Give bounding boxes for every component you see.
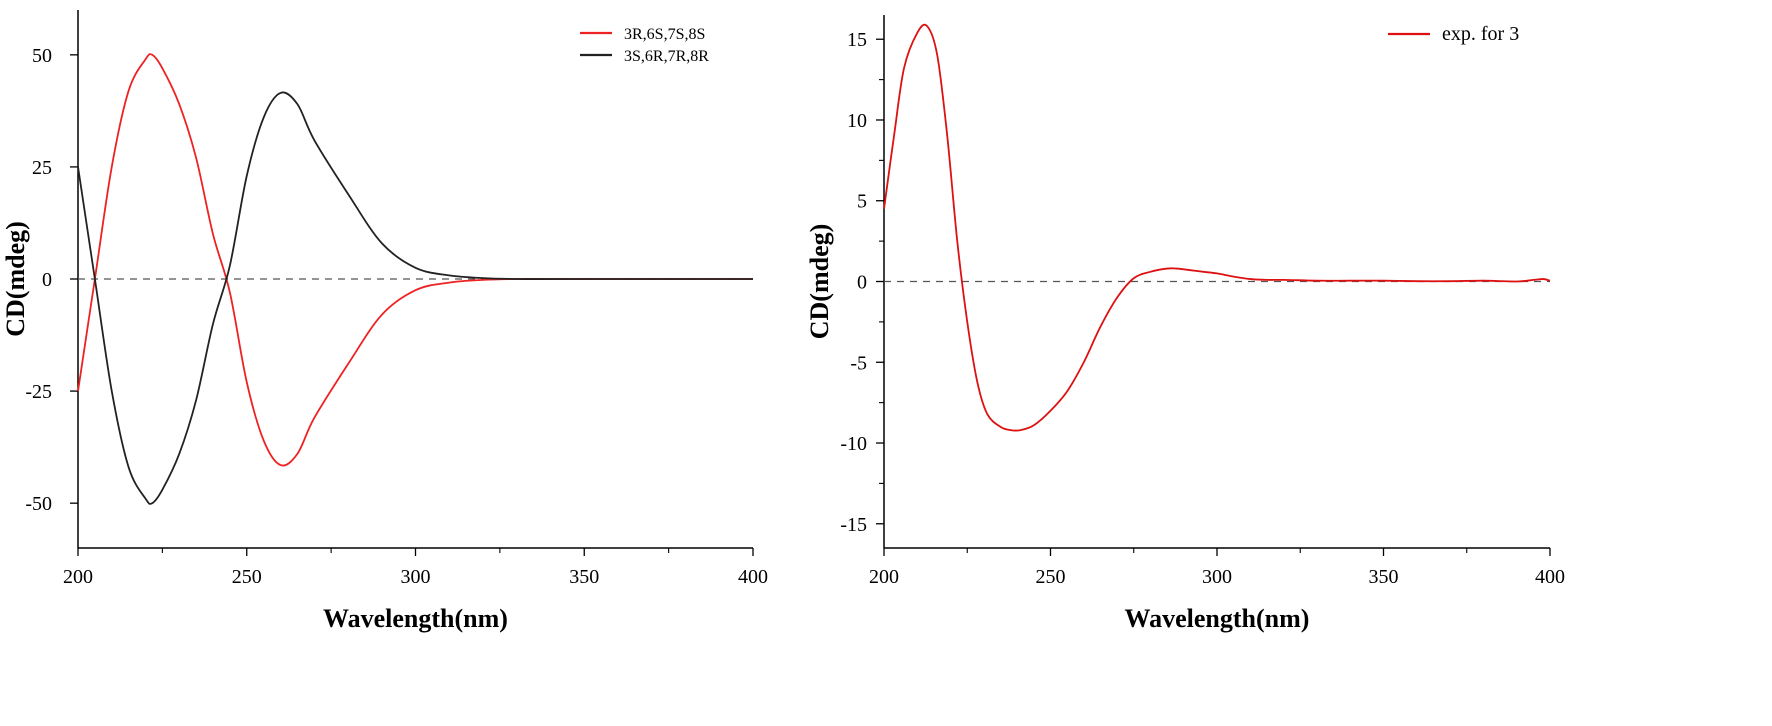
y-tick-label: 0 xyxy=(857,272,867,294)
x-tick-label: 400 xyxy=(1535,566,1565,588)
y-tick-label: -10 xyxy=(840,433,867,455)
legend-label-1: exp. for 3 xyxy=(1442,23,1519,45)
y-axis-title: CD(mdeg) xyxy=(805,224,834,340)
x-tick-label: 200 xyxy=(869,566,899,588)
y-tick-label: 0 xyxy=(42,269,52,291)
y-tick-label: 15 xyxy=(847,29,867,51)
x-tick-label: 400 xyxy=(738,566,768,588)
x-axis-title: Wavelength(nm) xyxy=(323,604,508,633)
y-tick-label: 5 xyxy=(857,191,867,213)
x-tick-label: 250 xyxy=(1036,566,1066,588)
y-tick-label: -50 xyxy=(25,493,52,515)
legend-label-1: 3R,6S,7S,8S xyxy=(624,26,705,43)
y-tick-label: -15 xyxy=(840,514,867,536)
x-tick-label: 300 xyxy=(401,566,431,588)
x-tick-label: 300 xyxy=(1202,566,1232,588)
x-axis-title: Wavelength(nm) xyxy=(1125,604,1310,633)
y-axis-title: CD(mdeg) xyxy=(1,221,30,337)
legend-label-2: 3S,6R,7R,8R xyxy=(624,48,709,65)
x-tick-label: 350 xyxy=(569,566,599,588)
y-tick-label: -25 xyxy=(25,381,52,403)
y-tick-label: 50 xyxy=(32,45,52,67)
x-tick-label: 250 xyxy=(232,566,262,588)
y-tick-label: -5 xyxy=(850,352,867,374)
y-tick-label: 25 xyxy=(32,157,52,179)
x-tick-label: 350 xyxy=(1369,566,1399,588)
series-line-1 xyxy=(77,53,753,467)
series-line-2 xyxy=(77,91,753,505)
series-line-1 xyxy=(883,23,1551,432)
y-tick-label: 10 xyxy=(847,110,867,132)
x-tick-label: 200 xyxy=(63,566,93,588)
